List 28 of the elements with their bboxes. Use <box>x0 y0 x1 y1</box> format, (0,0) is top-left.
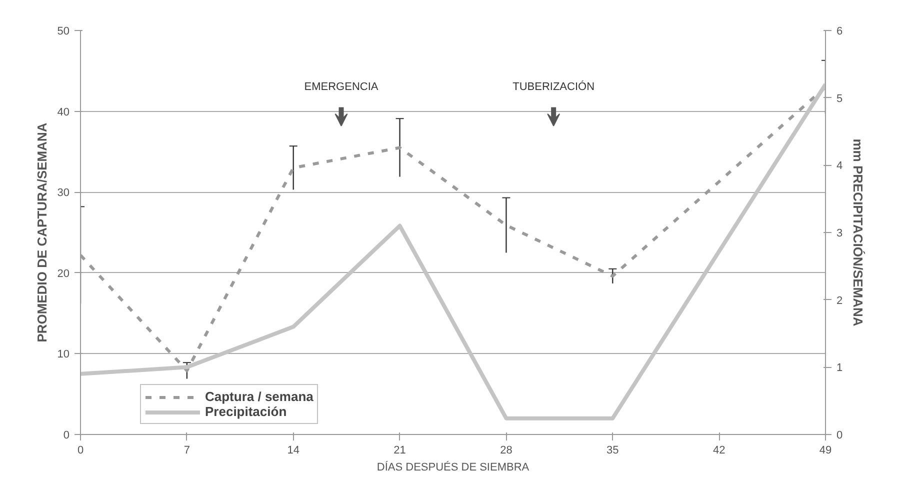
legend-label: Precipitación <box>205 404 287 419</box>
y-tick-label: 40 <box>57 106 70 118</box>
y2-tick-label: 6 <box>836 26 843 38</box>
x-tick-label: 7 <box>184 444 190 456</box>
x-tick-label: 28 <box>500 444 512 456</box>
y-tick-label: 50 <box>57 26 70 38</box>
x-axis-title: DÍAS DESPUÉS DE SIEMBRA <box>376 460 530 474</box>
y2-tick-label: 1 <box>836 362 843 374</box>
x-tick-label: 21 <box>394 444 406 456</box>
y2-tick-label: 0 <box>836 430 843 442</box>
x-tick-label: 35 <box>606 444 619 456</box>
x-tick-label: 42 <box>712 444 726 456</box>
y-tick-label: 20 <box>57 268 70 280</box>
y2-tick-label: 4 <box>836 160 843 172</box>
y2-tick-label: 3 <box>836 228 843 240</box>
x-tick-label: 14 <box>287 444 300 456</box>
y2-tick-label: 2 <box>836 294 843 307</box>
annotation: EMERGENCIA <box>304 81 379 94</box>
annotation: TUBERIZACIÓN <box>512 80 595 94</box>
x-tick-label: 49 <box>819 444 832 456</box>
y2-axis-title: mm PRECIPITACIÓN/SEMANA <box>850 138 866 327</box>
y-axis-title: PROMEDIO DE CAPTURA/SEMANA <box>34 122 50 342</box>
y2-tick-label: 5 <box>836 92 843 105</box>
x-tick-label: 0 <box>77 444 84 456</box>
y-tick-label: 10 <box>57 348 70 361</box>
y-tick-label: 30 <box>57 187 70 200</box>
legend-label: Captura / semana <box>205 389 314 404</box>
y-tick-label: 0 <box>63 430 70 442</box>
